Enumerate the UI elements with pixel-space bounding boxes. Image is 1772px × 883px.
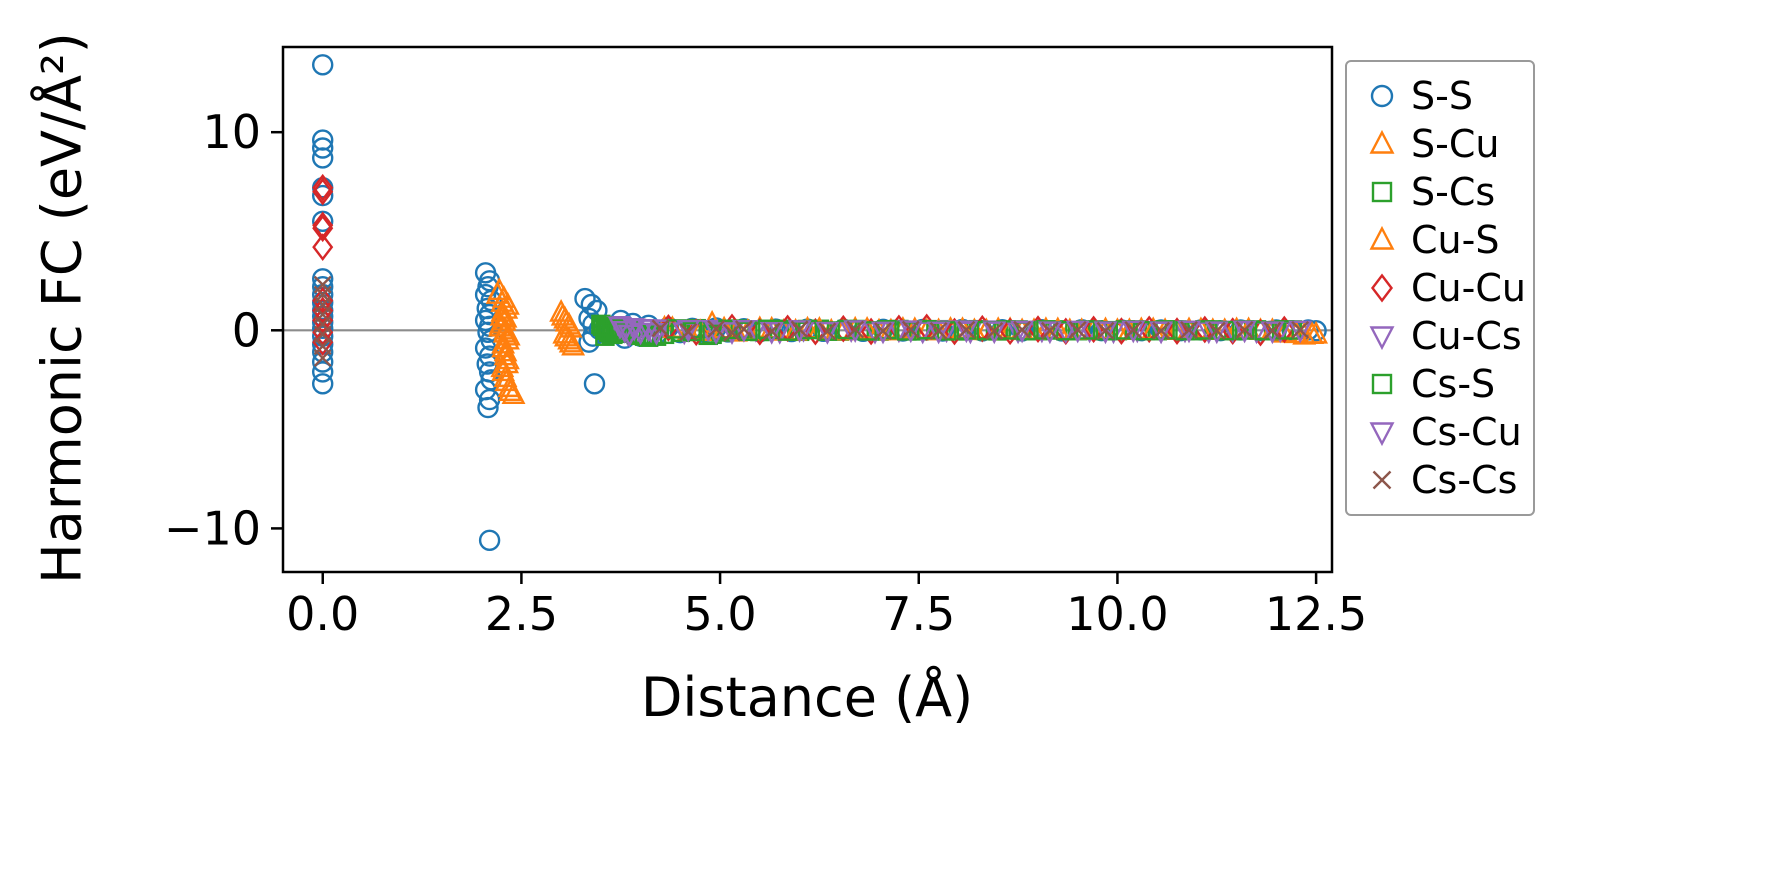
legend-item-Cs-Cu: Cs-Cu: [1361, 408, 1527, 456]
legend-x-icon: [1372, 470, 1392, 490]
legend-item-S-Cs: S-Cs: [1361, 168, 1527, 216]
legend-label: Cu-Cu: [1411, 266, 1526, 310]
legend-item-Cu-S: Cu-S: [1361, 216, 1527, 264]
x-tick-label: 5.0: [684, 587, 757, 641]
legend-item-S-Cu: S-Cu: [1361, 120, 1527, 168]
legend-diamond-icon: [1370, 273, 1394, 303]
legend-square-icon: [1371, 181, 1393, 203]
legend-label: S-Cs: [1411, 170, 1496, 214]
y-tick-label: 10: [202, 105, 261, 159]
legend-circle-icon: [1370, 84, 1394, 108]
legend-item-Cs-Cs: Cs-Cs: [1361, 456, 1527, 504]
series-S-S: [312, 54, 1327, 551]
x-tick-label: 10.0: [1066, 587, 1168, 641]
legend: S-S S-Cu S-Cs Cu-S Cu-Cu Cu-Cs Cs-S Cs-Cu Cs-Cs: [1345, 60, 1535, 516]
x-axis-label: Distance (Å): [640, 666, 974, 729]
legend-triangle-down-icon: [1369, 326, 1395, 351]
legend-label: Cs-S: [1411, 362, 1496, 406]
scatter-points: [312, 54, 1329, 551]
legend-square-icon: [1371, 373, 1393, 395]
legend-label: Cu-S: [1411, 218, 1500, 262]
legend-triangle-up-icon: [1369, 129, 1395, 154]
series-Cs-Cs: [313, 275, 1310, 367]
y-axis-label: Harmonic FC (eV/Å²): [30, 32, 94, 584]
axes-spines: [281, 45, 1334, 574]
legend-item-Cs-S: Cs-S: [1361, 360, 1527, 408]
legend-label: Cs-Cu: [1411, 410, 1522, 454]
legend-label: S-S: [1411, 74, 1473, 118]
legend-item-S-S: S-S: [1361, 72, 1527, 120]
x-tick-label: 0.0: [286, 587, 359, 641]
legend-triangle-up-icon: [1369, 225, 1395, 250]
legend-triangle-down-icon: [1369, 422, 1395, 447]
legend-label: Cu-Cs: [1411, 314, 1522, 358]
legend-item-Cu-Cu: Cu-Cu: [1361, 264, 1527, 312]
y-tick-label: −10: [164, 501, 261, 555]
y-tick-label: 0: [232, 303, 261, 357]
legend-item-Cu-Cs: Cu-Cs: [1361, 312, 1527, 360]
legend-label: Cs-Cs: [1411, 458, 1518, 502]
x-tick-label: 7.5: [882, 587, 955, 641]
x-tick-label: 12.5: [1265, 587, 1367, 641]
x-tick-label: 2.5: [485, 587, 558, 641]
legend-label: S-Cu: [1411, 122, 1500, 166]
